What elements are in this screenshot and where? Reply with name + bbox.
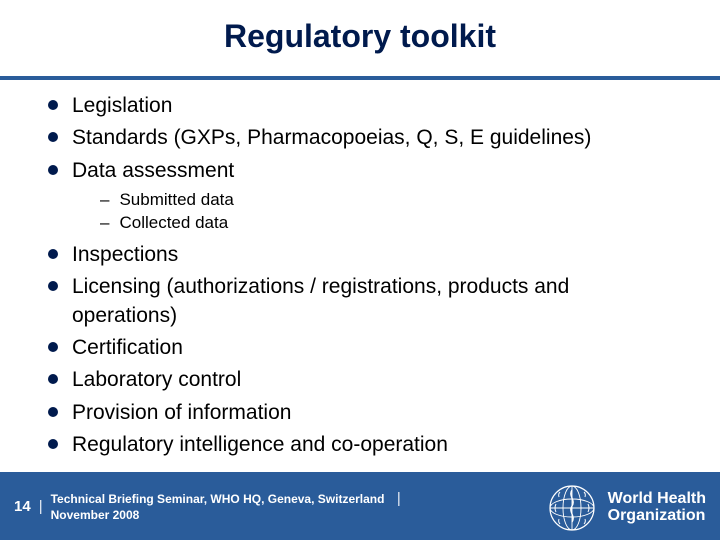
who-logo-line1: World Health [608, 491, 706, 508]
list-item: Provision of information [48, 399, 678, 427]
bullet-icon [48, 132, 58, 142]
list-item: Regulatory intelligence and co-operation [48, 431, 678, 459]
footer-bar: 14 | Technical Briefing Seminar, WHO HQ,… [0, 472, 720, 540]
bullet-icon [48, 342, 58, 352]
sub-list: – Submitted data – Collected data [100, 189, 678, 235]
list-item-label: Laboratory control [72, 366, 241, 394]
bullet-icon [48, 374, 58, 384]
list-item-label: Inspections [72, 241, 178, 269]
who-logo: World Health Organization [546, 482, 706, 534]
list-item: Standards (GXPs, Pharmacopoeias, Q, S, E… [48, 124, 678, 152]
bullet-icon [48, 249, 58, 259]
footer-line1: Technical Briefing Seminar, WHO HQ, Gene… [51, 492, 385, 506]
list-item: Data assessment [48, 157, 678, 185]
sub-list-label: Submitted data [119, 189, 233, 212]
list-item-label: Standards (GXPs, Pharmacopoeias, Q, S, E… [72, 124, 591, 152]
footer-line2: November 2008 [51, 508, 409, 522]
title-rule [0, 76, 720, 80]
footer-text: Technical Briefing Seminar, WHO HQ, Gene… [51, 489, 409, 523]
list-item-label: Certification [72, 334, 183, 362]
dash-icon: – [100, 212, 109, 235]
bullet-icon [48, 281, 58, 291]
divider-icon: | [39, 498, 43, 515]
bullet-icon [48, 439, 58, 449]
bullet-icon [48, 407, 58, 417]
sub-list-label: Collected data [119, 212, 228, 235]
sub-list-item: – Submitted data [100, 189, 678, 212]
slide-title: Regulatory toolkit [0, 18, 720, 55]
slide: Regulatory toolkit Legislation Standards… [0, 0, 720, 540]
list-item-label: Data assessment [72, 157, 234, 185]
divider-icon: | [397, 490, 401, 507]
list-item: Legislation [48, 92, 678, 120]
list-item-label: Licensing (authorizations / registration… [72, 273, 678, 330]
who-logo-text: World Health Organization [608, 491, 706, 525]
bullet-icon [48, 165, 58, 175]
sub-list-item: – Collected data [100, 212, 678, 235]
list-item: Certification [48, 334, 678, 362]
dash-icon: – [100, 189, 109, 212]
list-item: Laboratory control [48, 366, 678, 394]
list-item-label: Legislation [72, 92, 172, 120]
who-emblem-icon [546, 482, 598, 534]
list-item: Inspections [48, 241, 678, 269]
list-item: Licensing (authorizations / registration… [48, 273, 678, 330]
list-item-label: Regulatory intelligence and co-operation [72, 431, 448, 459]
bullet-icon [48, 100, 58, 110]
who-logo-line2: Organization [608, 508, 706, 525]
list-item-label: Provision of information [72, 399, 291, 427]
page-number: 14 [14, 498, 31, 515]
content-area: Legislation Standards (GXPs, Pharmacopoe… [48, 92, 678, 463]
